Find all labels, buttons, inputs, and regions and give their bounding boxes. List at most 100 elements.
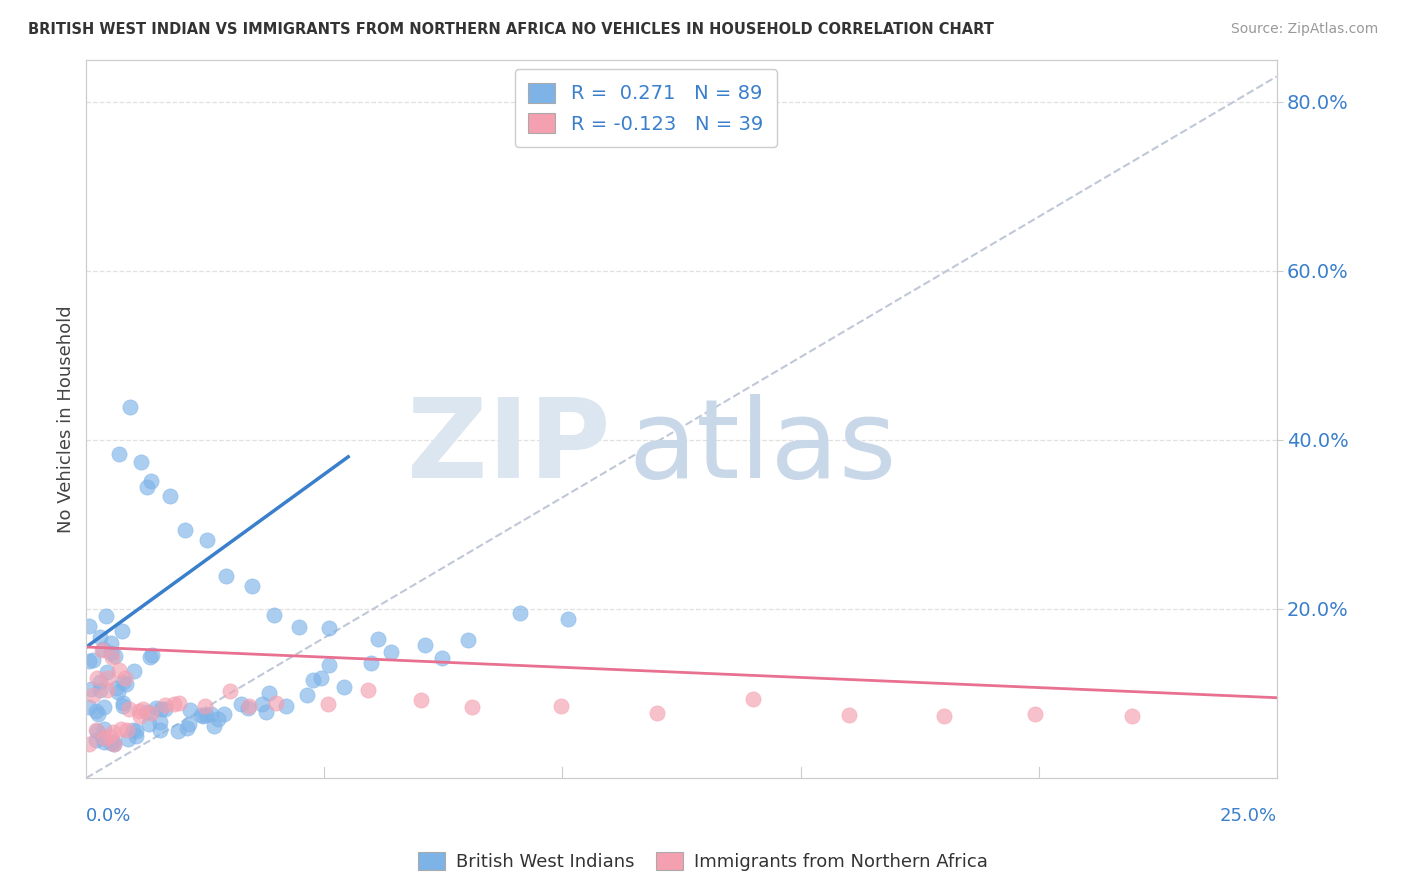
Point	[101, 725, 124, 739]
Point	[380, 644, 402, 658]
Point	[93, 722, 115, 736]
Point	[207, 712, 229, 726]
Point	[212, 706, 235, 721]
Point	[93, 700, 115, 714]
Point	[100, 646, 122, 660]
Text: BRITISH WEST INDIAN VS IMMIGRANTS FROM NORTHERN AFRICA NO VEHICLES IN HOUSEHOLD : BRITISH WEST INDIAN VS IMMIGRANTS FROM N…	[28, 22, 994, 37]
Point	[240, 579, 263, 593]
Point	[96, 683, 118, 698]
Point	[252, 697, 274, 711]
Point	[409, 693, 432, 707]
Legend: R =  0.271   N = 89, R = -0.123   N = 39: R = 0.271 N = 89, R = -0.123 N = 39	[515, 70, 778, 147]
Point	[89, 630, 111, 644]
Point	[191, 709, 214, 723]
Text: atlas: atlas	[628, 394, 897, 501]
Point	[1024, 707, 1046, 722]
Point	[118, 701, 141, 715]
Point	[259, 686, 281, 700]
Point	[90, 643, 112, 657]
Point	[84, 733, 107, 747]
Point	[934, 709, 956, 723]
Point	[86, 671, 108, 685]
Point	[367, 632, 389, 646]
Point	[100, 736, 122, 750]
Point	[97, 671, 120, 685]
Point	[117, 731, 139, 746]
Point	[302, 673, 325, 688]
Point	[153, 702, 176, 716]
Point	[274, 698, 297, 713]
Text: Source: ZipAtlas.com: Source: ZipAtlas.com	[1230, 22, 1378, 37]
Point	[457, 632, 479, 647]
Point	[139, 706, 162, 720]
Point	[84, 723, 107, 737]
Y-axis label: No Vehicles in Household: No Vehicles in Household	[58, 305, 75, 533]
Point	[94, 609, 117, 624]
Point	[174, 523, 197, 537]
Point	[177, 716, 200, 731]
Point	[125, 724, 148, 739]
Point	[115, 723, 138, 737]
Point	[200, 706, 222, 721]
Point	[509, 607, 531, 621]
Point	[77, 699, 100, 714]
Point	[202, 719, 225, 733]
Point	[159, 489, 181, 503]
Point	[141, 648, 163, 663]
Point	[190, 708, 212, 723]
Point	[96, 665, 118, 679]
Point	[295, 688, 318, 702]
Point	[149, 702, 172, 716]
Point	[333, 680, 356, 694]
Point	[309, 671, 332, 685]
Point	[91, 641, 114, 656]
Point	[77, 619, 100, 633]
Point	[101, 650, 124, 665]
Point	[110, 722, 132, 736]
Point	[108, 663, 131, 677]
Text: 0.0%: 0.0%	[86, 806, 132, 825]
Point	[129, 709, 152, 723]
Point	[114, 671, 136, 685]
Text: ZIP: ZIP	[406, 394, 610, 501]
Point	[120, 400, 142, 414]
Point	[1121, 709, 1143, 723]
Point	[110, 624, 132, 638]
Point	[236, 700, 259, 714]
Point	[413, 638, 436, 652]
Point	[145, 701, 167, 715]
Point	[111, 675, 134, 690]
Point	[360, 656, 382, 670]
Point	[238, 698, 260, 713]
Point	[318, 621, 340, 635]
Point	[214, 568, 236, 582]
Point	[432, 650, 454, 665]
Point	[139, 650, 162, 665]
Point	[229, 697, 252, 711]
Point	[149, 723, 172, 737]
Text: 25.0%: 25.0%	[1219, 806, 1277, 825]
Point	[128, 704, 150, 718]
Point	[461, 699, 484, 714]
Point	[557, 612, 579, 626]
Point	[122, 665, 145, 679]
Point	[264, 696, 287, 710]
Point	[111, 699, 134, 714]
Point	[93, 734, 115, 748]
Point	[97, 729, 120, 743]
Point	[77, 654, 100, 668]
Point	[105, 681, 128, 695]
Point	[125, 729, 148, 743]
Point	[100, 635, 122, 649]
Point	[288, 620, 311, 634]
Point	[218, 684, 240, 698]
Legend: British West Indians, Immigrants from Northern Africa: British West Indians, Immigrants from No…	[411, 845, 995, 879]
Point	[103, 737, 125, 751]
Point	[838, 707, 860, 722]
Point	[318, 658, 340, 673]
Point	[89, 683, 111, 698]
Point	[86, 724, 108, 739]
Point	[82, 653, 104, 667]
Point	[103, 735, 125, 749]
Point	[149, 715, 172, 730]
